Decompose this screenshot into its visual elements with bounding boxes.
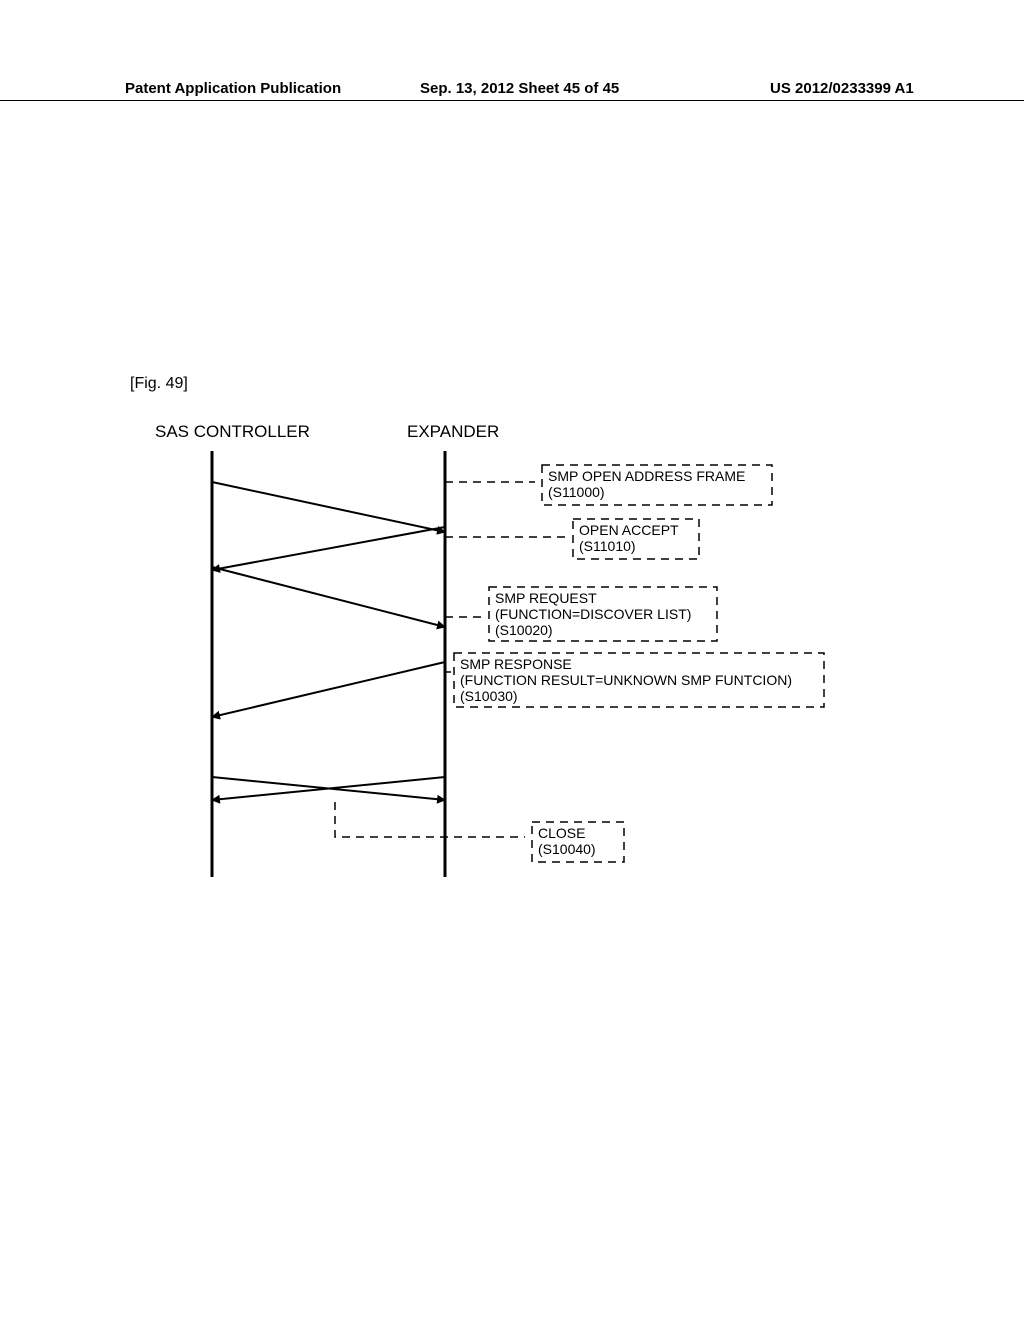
header-date-sheet: Sep. 13, 2012 Sheet 45 of 45 xyxy=(420,80,619,97)
actor-sas-label: SAS CONTROLLER xyxy=(155,422,310,442)
page-header: Patent Application Publication Sep. 13, … xyxy=(0,80,1024,101)
actor-expander-label: EXPANDER xyxy=(407,422,499,442)
sequence-diagram: SAS CONTROLLER EXPANDER SMP OPEN ADDRESS… xyxy=(155,422,935,902)
header-publication: Patent Application Publication xyxy=(125,80,341,97)
header-pubnumber: US 2012/0233399 A1 xyxy=(770,80,914,97)
diagram-svg xyxy=(155,422,935,902)
figure-label: [Fig. 49] xyxy=(130,375,188,393)
